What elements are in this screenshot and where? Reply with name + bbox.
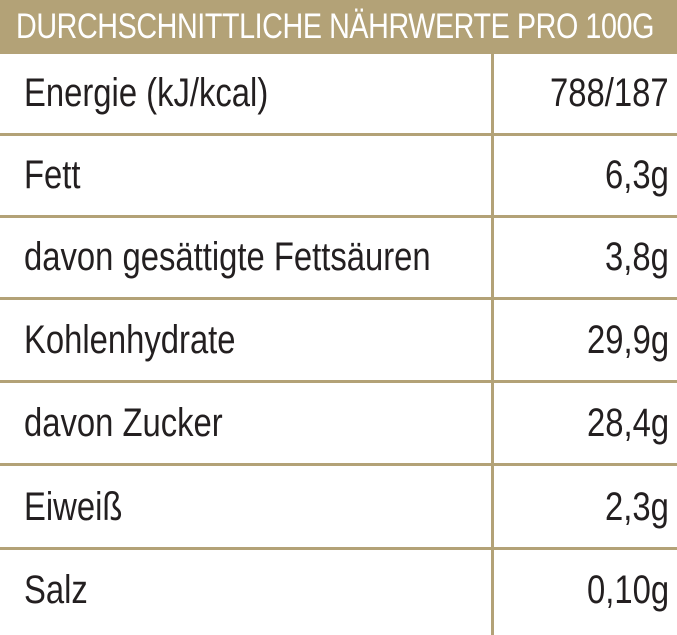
row-label-text: Kohlenhydrate (24, 318, 236, 362)
row-value: 28,4g (569, 384, 669, 463)
row-value-text: 28,4g (586, 401, 669, 445)
row-label-text: davon Zucker (24, 401, 223, 445)
row-label: Energie (kJ/kcal) (24, 54, 322, 133)
table-row-fett: Fett 6,3g (0, 136, 677, 218)
row-label-text: Energie (kJ/kcal) (24, 71, 269, 115)
row-label: Fett (24, 136, 93, 215)
table-row-gesaettigte-fettsaeuren: davon gesättigte Fettsäuren 3,8g (0, 218, 677, 300)
row-value-text: 6,3g (605, 153, 669, 197)
row-label: Eiweiß (24, 468, 144, 547)
table-header: DURCHSCHNITTLICHE NÄHRWERTE PRO 100G (0, 0, 677, 54)
row-label: Salz (24, 551, 102, 630)
row-value: 3,8g (591, 218, 669, 297)
row-label: davon Zucker (24, 384, 266, 463)
row-label-text: Fett (24, 153, 81, 197)
row-label-text: Eiweiß (24, 485, 123, 529)
row-label: Kohlenhydrate (24, 301, 282, 380)
row-label-text: davon gesättigte Fettsäuren (24, 235, 431, 279)
row-label: davon gesättigte Fettsäuren (24, 218, 520, 297)
row-value: 0,10g (569, 551, 669, 630)
row-value-text: 29,9g (586, 318, 669, 362)
row-value: 29,9g (569, 301, 669, 380)
table-row-kohlenhydrate: Kohlenhydrate 29,9g (0, 301, 677, 383)
row-value-text: 0,10g (586, 568, 669, 612)
table-row-zucker: davon Zucker 28,4g (0, 384, 677, 466)
column-divider (491, 54, 494, 635)
row-value-text: 788/187 (550, 71, 669, 115)
row-value-text: 3,8g (605, 235, 669, 279)
table-row-eiweiss: Eiweiß 2,3g (0, 468, 677, 550)
row-label-text: Salz (24, 568, 88, 612)
table-title: DURCHSCHNITTLICHE NÄHRWERTE PRO 100G (16, 7, 654, 46)
table-row-energie: Energie (kJ/kcal) 788/187 (0, 54, 677, 136)
row-value: 2,3g (591, 468, 669, 547)
table-body: Energie (kJ/kcal) 788/187 Fett 6,3g davo… (0, 54, 677, 635)
table-row-salz: Salz 0,10g (0, 551, 677, 633)
row-value-text: 2,3g (605, 485, 669, 529)
row-value: 6,3g (591, 136, 669, 215)
row-value: 788/187 (524, 54, 669, 133)
